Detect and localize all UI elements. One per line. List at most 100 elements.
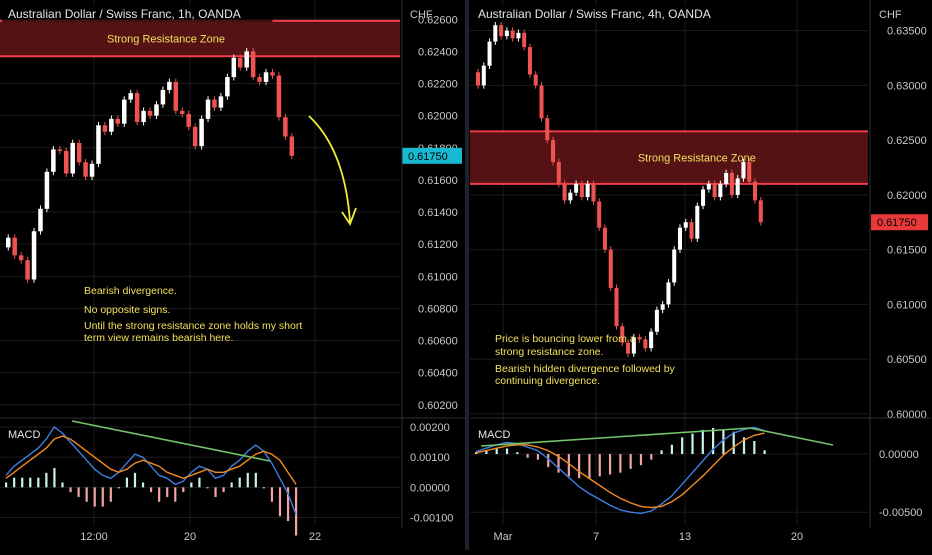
macd-histogram-bar: [85, 487, 88, 502]
macd-histogram-bar: [214, 487, 217, 497]
price-tick-label: 0.63000: [887, 80, 927, 92]
macd-histogram-bar: [701, 429, 704, 455]
candle-body: [270, 72, 275, 76]
candle-body: [487, 41, 492, 66]
resistance-zone-label: Strong Resistance Zone: [638, 153, 756, 165]
macd-histogram-bar: [93, 487, 96, 507]
candle-body: [597, 201, 602, 228]
macd-histogram-bar: [133, 472, 137, 488]
macd-histogram-bar: [182, 487, 185, 493]
candle-body: [649, 331, 654, 349]
price-tick-label: 0.60200: [418, 400, 458, 412]
macd-histogram-bar: [206, 487, 209, 489]
time-tick-label: 12:00: [80, 531, 108, 543]
macd-histogram-bar: [158, 487, 161, 502]
candle-body: [522, 32, 527, 48]
candle-body: [257, 77, 262, 82]
annotation-text: No opposite signs.: [84, 304, 170, 316]
candle-body: [76, 142, 82, 163]
candle-body: [115, 118, 121, 124]
candle-body: [735, 178, 740, 195]
candle-body: [154, 104, 159, 116]
candle-body: [701, 189, 706, 206]
candle-body: [225, 77, 230, 97]
macd-signal-line: [5, 435, 297, 485]
price-tick-label: 0.60600: [418, 336, 458, 348]
macd-histogram-bar: [125, 477, 129, 488]
chart-title: Australian Dollar / Swiss Franc, 1h, OAN…: [8, 7, 241, 21]
candle-body: [568, 192, 573, 201]
candles: [6, 48, 295, 283]
candle-body: [238, 57, 243, 68]
macd-histogram-bar: [619, 454, 622, 473]
macd-histogram-bar: [681, 437, 684, 455]
price-tick-label: 0.61400: [418, 207, 458, 219]
time-tick-label: 7: [593, 531, 599, 543]
annotation-text: Price is bouncing lower from a: [495, 333, 636, 345]
annotation-text: Until the strong resistance zone holds m…: [84, 320, 302, 332]
macd-histogram-bar: [660, 450, 663, 455]
candle-body: [231, 57, 237, 78]
candle-body: [96, 125, 101, 164]
macd-tick-label: 0.00000: [410, 482, 450, 494]
candle-body: [38, 208, 43, 232]
macd-label: MACD: [8, 429, 40, 441]
chart-panel-2: 0.63500 0.63000 0.62500 0.62000 0.61500 0.610…: [470, 0, 931, 543]
candle-body: [70, 142, 75, 174]
candle-body: [510, 30, 515, 39]
macd-histogram-bar: [567, 454, 570, 477]
candle-body: [729, 172, 734, 195]
macd-histogram-bar: [691, 433, 694, 455]
resistance-zone: [0, 20, 400, 57]
time-tick-label: 20: [791, 531, 803, 543]
currency-label: CHF: [410, 9, 433, 21]
candle-body: [758, 200, 763, 223]
macd-histogram-bar: [295, 487, 298, 536]
price-tick-label: 0.60400: [418, 368, 458, 380]
macd-signal-line: [475, 432, 765, 509]
candle-body: [186, 114, 191, 127]
candle-body: [631, 337, 636, 354]
macd-histogram-bar: [109, 487, 112, 502]
annotation-text: Bearish hidden divergence followed by: [495, 363, 676, 375]
candle-body: [122, 99, 127, 124]
macd-histogram-bar: [166, 487, 169, 497]
macd-histogram-bar: [174, 487, 177, 502]
macd-histogram-bar: [732, 431, 735, 455]
candle-body: [128, 93, 133, 100]
candle-body: [551, 140, 556, 163]
candle-body: [706, 183, 711, 190]
macd-label: MACD: [478, 429, 510, 441]
macd-histogram-bar: [526, 454, 529, 458]
macd-line: [475, 426, 765, 515]
title-backdrop: [472, 4, 743, 22]
candle-body: [579, 183, 584, 198]
last-price-badge: [402, 147, 462, 164]
macd-histogram-bar: [722, 429, 725, 455]
macd-histogram-bar: [101, 487, 104, 507]
resistance-zone: [470, 131, 868, 184]
candle-body: [141, 110, 146, 123]
price-tick-label: 0.62400: [418, 46, 458, 58]
candle-body: [620, 326, 625, 343]
candle-body: [481, 65, 486, 86]
macd-histogram-bar: [29, 477, 32, 488]
candle-body: [64, 150, 69, 174]
price-tick-label: 0.60500: [887, 354, 927, 366]
macd-histogram-bar: [608, 454, 612, 475]
candle-body: [218, 96, 224, 108]
macd-histogram-bar: [141, 482, 145, 488]
macd-histogram-bar: [77, 487, 80, 497]
macd-histogram-bar: [190, 482, 193, 488]
candle-body: [527, 47, 532, 75]
candle-body: [283, 117, 288, 137]
price-tick-label: 0.61500: [887, 245, 927, 257]
title-backdrop: [2, 4, 273, 22]
price-tick-label: 0.62500: [887, 135, 927, 147]
candle-body: [695, 205, 700, 239]
macd-tick-label: 0.00100: [410, 452, 450, 464]
macd-histogram-bar: [485, 450, 488, 455]
macd-histogram-bar: [547, 454, 550, 468]
panel-divider: [465, 0, 469, 550]
macd-histogram-bar: [505, 448, 509, 455]
